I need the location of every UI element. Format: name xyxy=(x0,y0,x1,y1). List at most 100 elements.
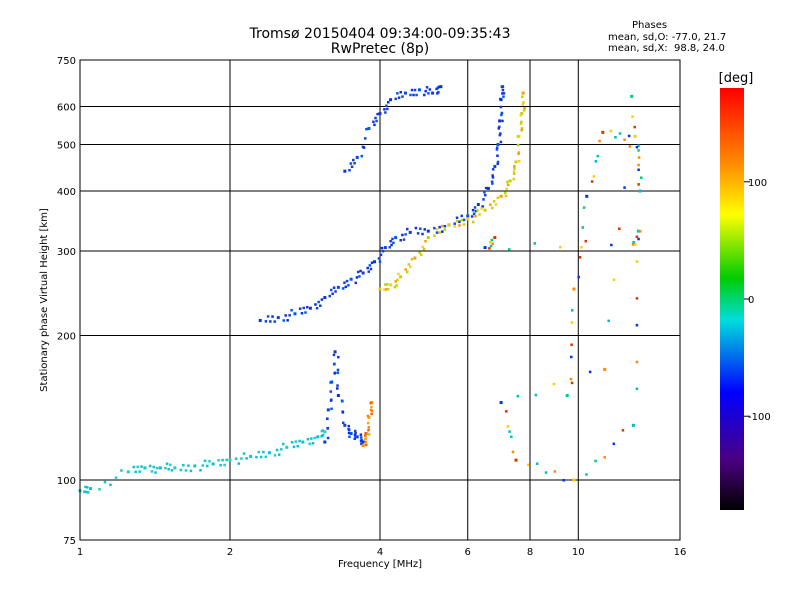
data-point xyxy=(482,198,485,201)
data-point xyxy=(637,168,640,172)
data-point xyxy=(470,215,474,218)
data-point xyxy=(500,113,503,117)
data-point xyxy=(438,231,441,234)
data-point xyxy=(280,448,283,451)
data-point xyxy=(336,285,340,289)
data-point xyxy=(405,270,409,274)
data-point xyxy=(359,269,362,273)
data-point xyxy=(143,466,147,470)
data-point xyxy=(399,238,402,242)
data-point xyxy=(460,218,463,222)
data-point xyxy=(103,480,107,484)
data-point xyxy=(483,246,487,250)
data-point xyxy=(592,175,596,178)
data-point xyxy=(409,93,412,97)
data-point xyxy=(380,246,384,250)
data-point xyxy=(343,281,346,284)
data-point xyxy=(635,323,639,327)
data-point xyxy=(414,226,418,230)
data-point xyxy=(403,91,407,95)
data-point xyxy=(504,191,507,195)
data-point xyxy=(612,278,616,281)
data-point xyxy=(314,303,317,306)
data-point xyxy=(520,120,523,124)
data-point xyxy=(217,459,220,462)
y-tick-label: 100 xyxy=(57,476,76,487)
data-point xyxy=(334,290,337,293)
data-point xyxy=(365,443,368,447)
data-point xyxy=(364,432,368,436)
data-point xyxy=(326,436,330,440)
data-point xyxy=(383,288,386,291)
data-point xyxy=(273,320,276,323)
data-point xyxy=(348,428,351,432)
data-point xyxy=(505,187,508,191)
data-point xyxy=(245,457,248,460)
data-point xyxy=(500,85,504,89)
data-point xyxy=(637,163,640,167)
data-point xyxy=(377,257,381,260)
data-point xyxy=(627,134,631,138)
data-point xyxy=(418,251,422,254)
data-point xyxy=(402,238,406,241)
data-point xyxy=(383,108,386,111)
data-point xyxy=(134,470,137,474)
data-point xyxy=(426,229,430,233)
data-point xyxy=(336,394,340,398)
data-point xyxy=(410,258,414,261)
data-point xyxy=(521,91,525,95)
data-point xyxy=(631,242,635,246)
x-tick-label: 10 xyxy=(572,547,585,558)
data-point xyxy=(399,90,403,94)
data-point xyxy=(425,86,429,89)
data-point xyxy=(323,430,327,434)
data-point xyxy=(499,132,502,135)
data-point xyxy=(277,453,281,456)
data-point xyxy=(484,186,488,190)
series-2 xyxy=(361,401,374,448)
data-point xyxy=(544,471,548,474)
data-point xyxy=(517,159,521,163)
data-point xyxy=(132,465,135,469)
data-point xyxy=(413,256,417,260)
data-point xyxy=(306,437,310,441)
data-point xyxy=(332,363,336,366)
x-axis-label: Frequency [MHz] xyxy=(338,559,422,570)
data-point xyxy=(285,445,289,449)
data-point xyxy=(193,464,197,468)
data-point xyxy=(341,400,344,403)
phase-stats-x: mean, sd,X: 98.8, 24.0 xyxy=(608,43,725,54)
data-point xyxy=(264,455,268,459)
data-point xyxy=(458,220,461,224)
data-point xyxy=(85,490,88,494)
data-point xyxy=(519,114,522,117)
data-point xyxy=(491,206,494,210)
data-point xyxy=(304,311,307,314)
data-point xyxy=(173,466,177,470)
data-point xyxy=(521,95,524,98)
colorbar-tick-label: 0 xyxy=(748,295,754,306)
data-point xyxy=(366,266,369,270)
data-point xyxy=(489,203,492,207)
data-point xyxy=(259,455,263,459)
data-point xyxy=(329,381,332,384)
data-point xyxy=(580,246,583,249)
data-point xyxy=(419,253,423,257)
data-point xyxy=(511,450,515,454)
data-point xyxy=(499,194,503,198)
data-point xyxy=(219,463,222,467)
data-point xyxy=(570,355,573,359)
data-point xyxy=(516,135,520,138)
data-point xyxy=(521,103,525,106)
data-point xyxy=(384,111,387,114)
data-point xyxy=(211,462,215,466)
data-point xyxy=(319,304,322,307)
data-point xyxy=(269,320,272,323)
data-point xyxy=(187,464,190,467)
data-point xyxy=(378,260,382,263)
data-point xyxy=(481,205,484,208)
data-point xyxy=(636,229,640,233)
data-point xyxy=(598,139,601,143)
data-point xyxy=(395,284,398,287)
